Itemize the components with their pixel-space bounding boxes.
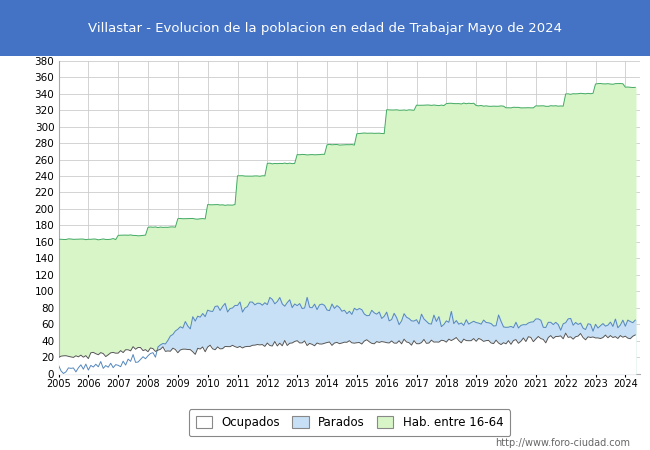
Text: http://www.foro-ciudad.com: http://www.foro-ciudad.com [495, 438, 630, 448]
Text: Villastar - Evolucion de la poblacion en edad de Trabajar Mayo de 2024: Villastar - Evolucion de la poblacion en… [88, 22, 562, 35]
Legend: Ocupados, Parados, Hab. entre 16-64: Ocupados, Parados, Hab. entre 16-64 [188, 409, 510, 436]
